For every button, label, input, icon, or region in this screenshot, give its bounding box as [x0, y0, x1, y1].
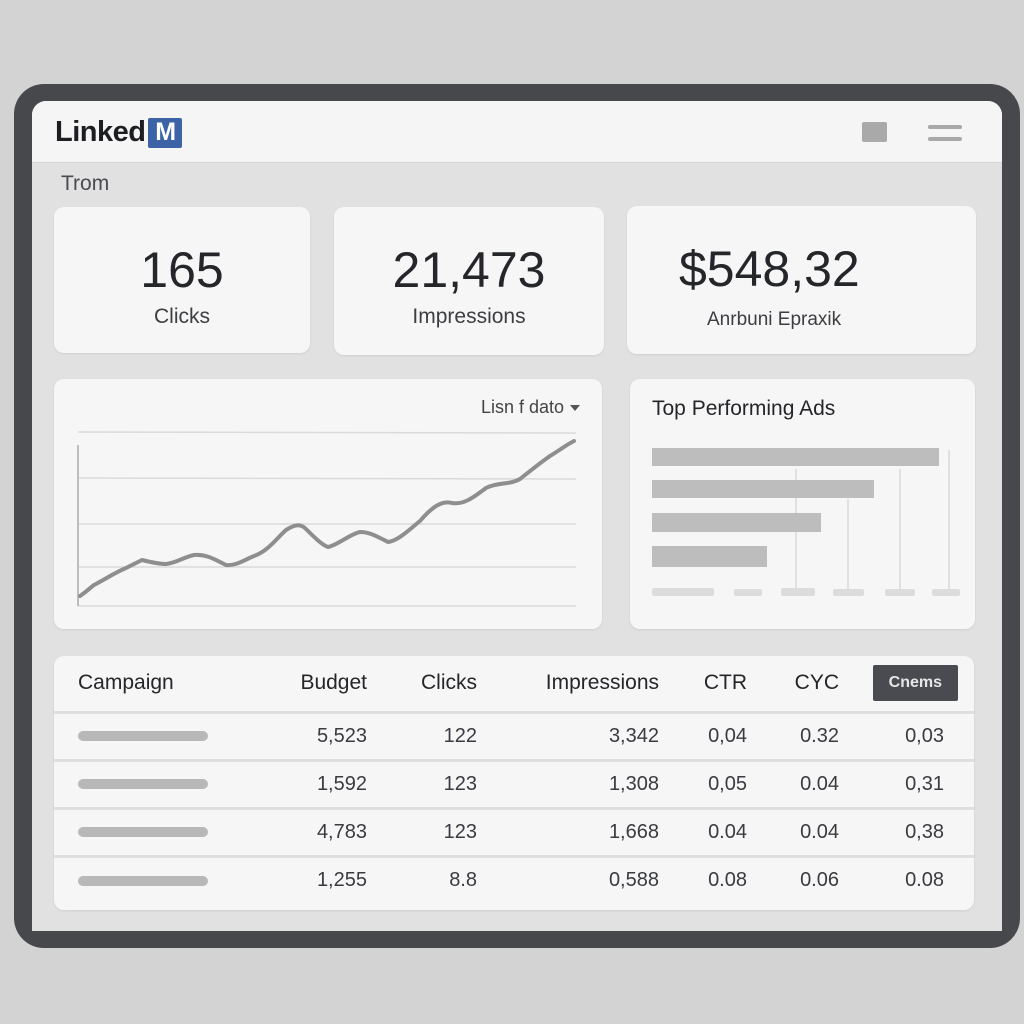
col-header-budget[interactable]: Budget: [300, 671, 367, 695]
top-bar: Linked M: [32, 101, 1002, 163]
kpi-label: Clicks: [154, 305, 210, 328]
table-row[interactable]: 1,255 8.8 0,588 0.08 0.06 0.08: [54, 854, 974, 904]
campaign-cell: [54, 806, 264, 856]
campaign-cell: [54, 758, 264, 808]
top-ads-title: Top Performing Ads: [652, 397, 836, 420]
col-header-cyc[interactable]: CYC: [794, 671, 839, 695]
date-range-dropdown[interactable]: Lisn f dato: [481, 397, 580, 418]
logo-text: Linked: [55, 116, 146, 148]
kpi-label: Anrbuni Epraxik: [707, 309, 842, 330]
square-icon[interactable]: [862, 122, 887, 142]
col-header-impressions[interactable]: Impressions: [545, 671, 659, 695]
cyc-cell: 0.32: [747, 710, 839, 760]
impressions-cell: 1,308: [477, 758, 659, 808]
ctr-cell: 0,05: [659, 758, 747, 808]
kpi-value: 165: [140, 242, 224, 298]
budget-cell: 1,592: [264, 758, 367, 808]
date-from-label[interactable]: Trom: [61, 172, 110, 195]
cyc-cell: 0.06: [747, 854, 839, 904]
campaign-table: Campaign Budget Clicks Impressions CTR C…: [54, 656, 974, 904]
clicks-cell: 123: [367, 806, 477, 856]
col-header-ctr[interactable]: CTR: [703, 671, 747, 695]
line-chart: [77, 431, 577, 607]
campaign-cell: [54, 854, 264, 904]
top-ads-card: Top Performing Ads: [630, 379, 975, 629]
app-logo[interactable]: Linked M: [55, 116, 183, 149]
impressions-cell: 0,588: [477, 854, 659, 904]
impressions-cell: 3,342: [477, 710, 659, 760]
clicks-cell: 123: [367, 758, 477, 808]
budget-cell: 4,783: [264, 806, 367, 856]
ad-bar: [652, 448, 939, 466]
table-row[interactable]: 4,783 123 1,668 0.04 0.04 0,38: [54, 806, 974, 856]
trend-line: [78, 439, 576, 598]
clicks-cell: 122: [367, 710, 477, 760]
ad-bar: [652, 513, 821, 532]
last-cell: 0,38: [839, 806, 974, 856]
campaign-name-placeholder: [78, 827, 208, 837]
ctr-cell: 0,04: [659, 710, 747, 760]
cyc-cell: 0.04: [747, 758, 839, 808]
columns-button[interactable]: Cnems: [872, 665, 958, 702]
campaign-name-placeholder: [78, 779, 208, 789]
clicks-cell: 8.8: [367, 854, 477, 904]
kpi-value: $548,32: [679, 241, 860, 297]
campaign-name-placeholder: [78, 875, 208, 886]
table-header-row: Campaign Budget Clicks Impressions CTR C…: [54, 656, 974, 712]
logo-badge: M: [148, 117, 183, 148]
campaign-cell: [54, 710, 264, 760]
campaign-name-placeholder: [78, 731, 208, 741]
kpi-label: Impressions: [412, 305, 526, 328]
col-header-campaign[interactable]: Campaign: [78, 671, 174, 695]
menu-icon[interactable]: [928, 125, 962, 143]
line-chart-card: Lisn f dato: [54, 379, 602, 629]
campaign-table-card: Campaign Budget Clicks Impressions CTR C…: [54, 656, 974, 910]
top-ads-bar-chart: [652, 448, 960, 596]
last-cell: 0,03: [839, 710, 974, 760]
table-row[interactable]: 5,523 122 3,342 0,04 0.32 0,03: [54, 710, 974, 760]
ad-bar: [652, 546, 767, 567]
last-cell: 0,31: [839, 758, 974, 808]
kpi-card-amount: $548,32 Anrbuni Epraxik: [627, 206, 976, 354]
table-row[interactable]: 1,592 123 1,308 0,05 0.04 0,31: [54, 758, 974, 808]
chevron-down-icon: [570, 404, 580, 411]
ctr-cell: 0.04: [659, 806, 747, 856]
last-cell: 0.08: [839, 854, 974, 904]
app-screen: Linked M Trom 165 Clicks 21,473 Impressi…: [32, 101, 1002, 931]
kpi-card-clicks: 165 Clicks: [54, 207, 310, 353]
budget-cell: 1,255: [264, 854, 367, 904]
col-header-clicks[interactable]: Clicks: [421, 671, 477, 695]
cyc-cell: 0.04: [747, 806, 839, 856]
ctr-cell: 0.08: [659, 854, 747, 904]
kpi-card-impressions: 21,473 Impressions: [334, 207, 604, 355]
impressions-cell: 1,668: [477, 806, 659, 856]
ad-bar: [652, 480, 874, 498]
kpi-value: 21,473: [392, 242, 546, 298]
col-header-button-cell: Cnems: [839, 656, 974, 712]
budget-cell: 5,523: [264, 710, 367, 760]
dropdown-label: Lisn f dato: [480, 397, 564, 417]
